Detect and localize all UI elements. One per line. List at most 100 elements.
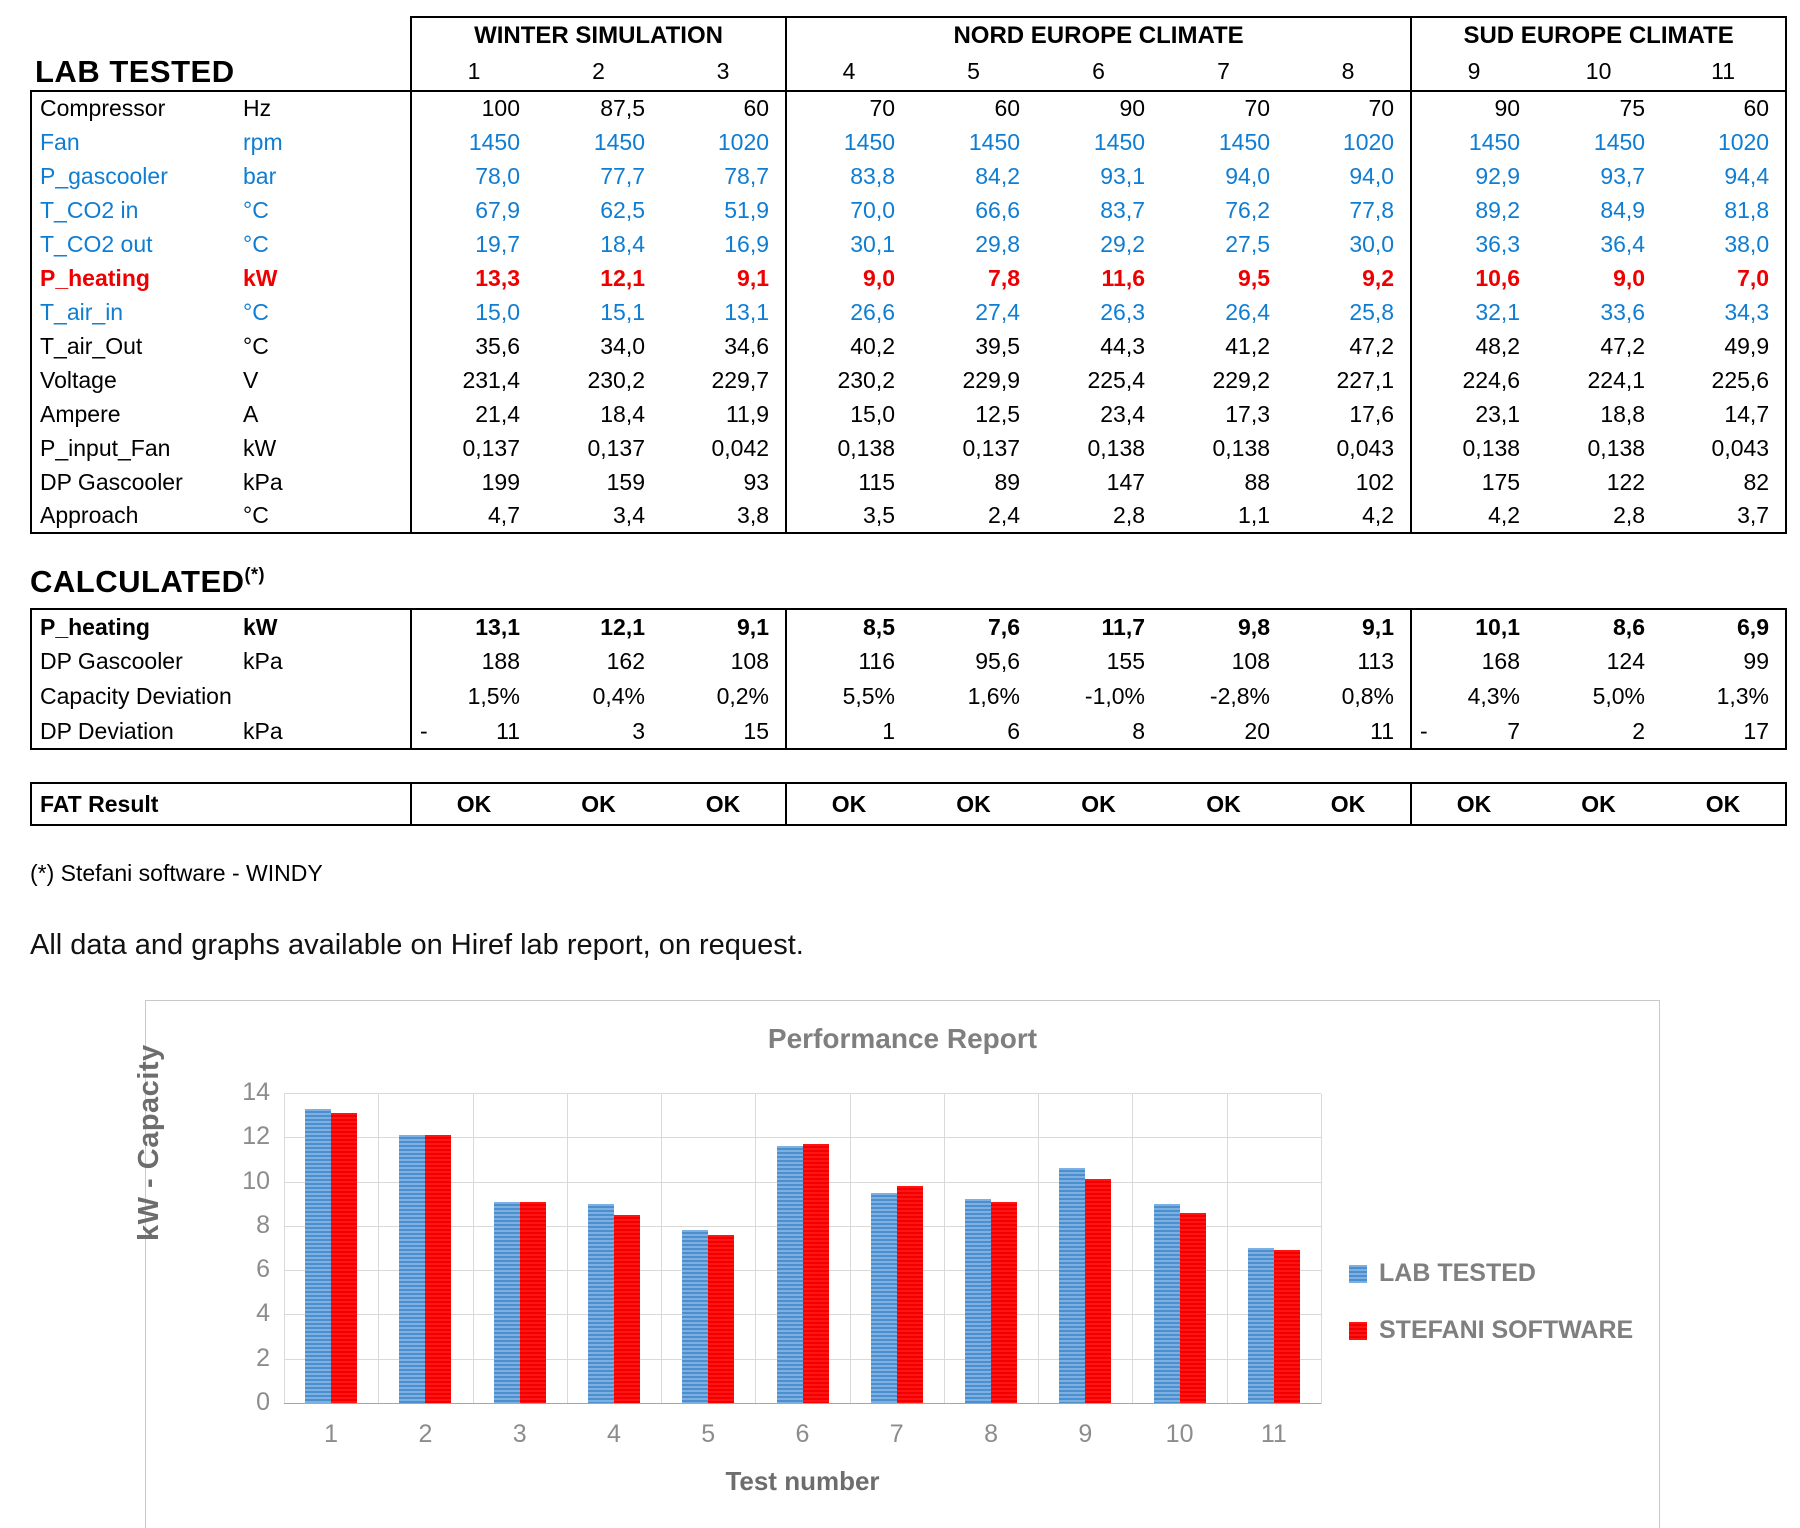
table-cell: 70 <box>1286 90 1412 125</box>
gridline <box>849 1094 851 1404</box>
calculated-title: CALCULATED(*) <box>30 564 1800 600</box>
table-cell: 9,1 <box>737 264 770 291</box>
row-label: DP Gascooler <box>30 644 241 679</box>
table-cell: 67,9 <box>410 193 536 227</box>
y-tick-label: 4 <box>256 1299 270 1328</box>
table-cell: 1450 <box>968 128 1021 155</box>
x-tick-label: 10 <box>1165 1420 1194 1448</box>
table-cell: 83,7 <box>1100 196 1146 223</box>
table-cell: 29,2 <box>1100 230 1146 257</box>
legend-label: STEFANI SOFTWARE <box>1379 1316 1634 1344</box>
table-cell: 93 <box>743 468 770 495</box>
table-cell: 4,3% <box>1410 679 1536 714</box>
table-cell: 224,1 <box>1587 366 1646 393</box>
row-unit: °C <box>241 499 411 534</box>
fat-result-table: FAT Result OK OK OK OK OK OK OK OK OK OK OK <box>29 782 1788 826</box>
row-label: P_heating <box>30 261 241 295</box>
legend-item: STEFANI SOFTWARE <box>1349 1316 1633 1345</box>
x-tick-label: 6 <box>795 1420 810 1448</box>
table-row: P_heating kW 13,1 12,1 9,1 8,5 7,6 11,7 9,8 9,1 10… <box>30 608 1787 644</box>
table-cell: 20 <box>1161 714 1286 750</box>
table-cell: 6 <box>911 714 1036 750</box>
table-cell: 1450 <box>593 128 645 155</box>
table-cell: 0,043 <box>1661 431 1788 465</box>
row-unit: A <box>243 400 259 427</box>
table-cell: 1450 <box>1410 125 1537 159</box>
gridline <box>284 1137 1321 1139</box>
bar-lab-tested <box>399 1135 426 1403</box>
fat-result-value: OK <box>1036 782 1162 826</box>
table-cell-value: 7 <box>1507 717 1520 744</box>
table-cell: -2,8% <box>1209 683 1270 709</box>
table-cell: 3,7 <box>1661 499 1788 534</box>
table-row: T_air_in °C 15,0 15,1 13,1 26,6 27,4 26,3 26,4 25… <box>30 295 1788 329</box>
column-number: 1 <box>410 53 536 91</box>
gridline <box>566 1094 568 1404</box>
bar-stefani-software <box>1085 1179 1112 1403</box>
table-cell: 115 <box>785 465 912 499</box>
group-header-row: WINTER SIMULATION NORD EUROPE CLIMATE SUD … <box>31 16 1788 53</box>
table-cell: 0,137 <box>410 431 536 465</box>
table-cell: 113 <box>1357 648 1394 674</box>
table-cell: 3,8 <box>661 499 787 534</box>
table-cell: 11,9 <box>725 400 770 427</box>
fat-result-row: FAT Result OK OK OK OK OK OK OK OK OK OK OK <box>29 782 1788 826</box>
bar-stefani-software <box>1179 1212 1206 1403</box>
row-unit: °C <box>243 230 269 257</box>
table-row: DP Gascooler kPa 199 159 93 115 89 147 88 102 175 1… <box>30 465 1788 499</box>
fat-result-value: OK <box>661 782 787 826</box>
table-cell: 3,5 <box>785 499 912 534</box>
table-cell: 87,5 <box>536 90 661 125</box>
table-cell: 1020 <box>1661 125 1788 159</box>
gridline <box>1038 1094 1040 1404</box>
y-tick-label: 8 <box>256 1210 270 1239</box>
table-row: P_input_Fan kW 0,137 0,137 0,042 0,138 0,137 0,… <box>30 431 1788 465</box>
table-cell: 16,9 <box>724 230 770 257</box>
bar-lab-tested <box>870 1192 897 1403</box>
column-number: 4 <box>785 53 912 91</box>
table-cell: 14,7 <box>1661 397 1788 431</box>
calculated-title-text: CALCULATED <box>30 564 245 599</box>
table-cell: 60 <box>661 90 787 125</box>
table-cell: 48,2 <box>1410 329 1537 363</box>
bar-lab-tested <box>1059 1168 1086 1403</box>
table-cell: 83,8 <box>785 159 912 193</box>
table-cell: 199 <box>410 465 536 499</box>
blank-cell <box>31 17 411 53</box>
table-cell: 90 <box>1036 90 1162 125</box>
table-cell: 51,9 <box>724 196 770 223</box>
table-cell: 0,4% <box>592 683 645 709</box>
table-cell: 0,2% <box>716 683 769 709</box>
y-tick-label: 14 <box>242 1078 270 1106</box>
table-cell: 7,8 <box>988 264 1021 291</box>
table-cell: 229,7 <box>711 366 770 393</box>
table-cell: 0,138 <box>1212 434 1271 461</box>
row-label: Ampere <box>30 397 241 431</box>
table-cell: 15,1 <box>600 298 645 325</box>
table-cell: 1 <box>785 714 911 750</box>
table-cell: 21,4 <box>410 397 536 431</box>
performance-chart: Performance Report kW - Capacity 0 2 4 6 8 10… <box>133 1000 1660 1528</box>
table-cell: 78,7 <box>724 162 770 189</box>
table-cell: 1,3% <box>1661 679 1787 714</box>
table-row: P_heating kW 13,3 12,1 9,1 9,0 7,8 11,6 9,5 9,2 10… <box>30 261 1788 295</box>
row-label: P_input_Fan <box>30 431 241 465</box>
gridline <box>472 1094 474 1404</box>
x-tick-label: 5 <box>701 1420 716 1448</box>
row-label: T_CO2 out <box>30 227 241 261</box>
fat-result-value: OK <box>911 782 1037 826</box>
row-label: Capacity Deviation <box>30 679 241 714</box>
table-cell: 9,1 <box>1286 608 1411 644</box>
table-cell: 0,138 <box>1410 431 1537 465</box>
fat-result-value: OK <box>1161 782 1287 826</box>
bar-stefani-software <box>708 1234 735 1403</box>
table-cell: 2,8 <box>1036 499 1162 534</box>
column-group-label: NORD EUROPE CLIMATE <box>785 16 1412 53</box>
table-cell: 1450 <box>1593 128 1646 155</box>
table-cell: 230,2 <box>785 363 912 397</box>
lab-table-header: WINTER SIMULATION NORD EUROPE CLIMATE SUD … <box>31 16 1788 91</box>
table-cell: 40,2 <box>785 329 912 363</box>
row-label: Compressor <box>30 90 241 125</box>
table-cell: 155 <box>1106 648 1145 674</box>
table-cell: 23,1 <box>1410 397 1537 431</box>
